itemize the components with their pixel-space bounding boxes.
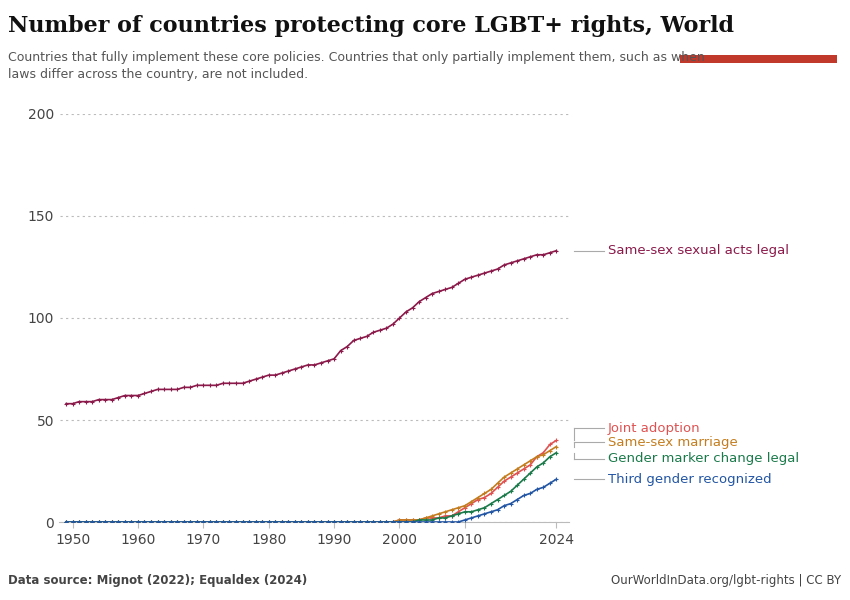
Text: OurWorldInData.org/lgbt-rights | CC BY: OurWorldInData.org/lgbt-rights | CC BY [611,574,842,587]
Text: Number of countries protecting core LGBT+ rights, World: Number of countries protecting core LGBT… [8,15,734,37]
Text: in Data: in Data [734,36,783,49]
Text: Data source: Mignot (2022); Equaldex (2024): Data source: Mignot (2022); Equaldex (20… [8,574,308,587]
Bar [680,55,837,63]
Text: Third gender recognized: Third gender recognized [608,473,772,485]
Text: Joint adoption: Joint adoption [608,422,700,434]
Text: Same-sex sexual acts legal: Same-sex sexual acts legal [608,244,789,257]
Text: Same-sex marriage: Same-sex marriage [608,436,738,449]
Text: Our World: Our World [725,19,792,32]
Text: Countries that fully implement these core policies. Countries that only partiall: Countries that fully implement these cor… [8,51,706,81]
Text: Gender marker change legal: Gender marker change legal [608,452,799,465]
